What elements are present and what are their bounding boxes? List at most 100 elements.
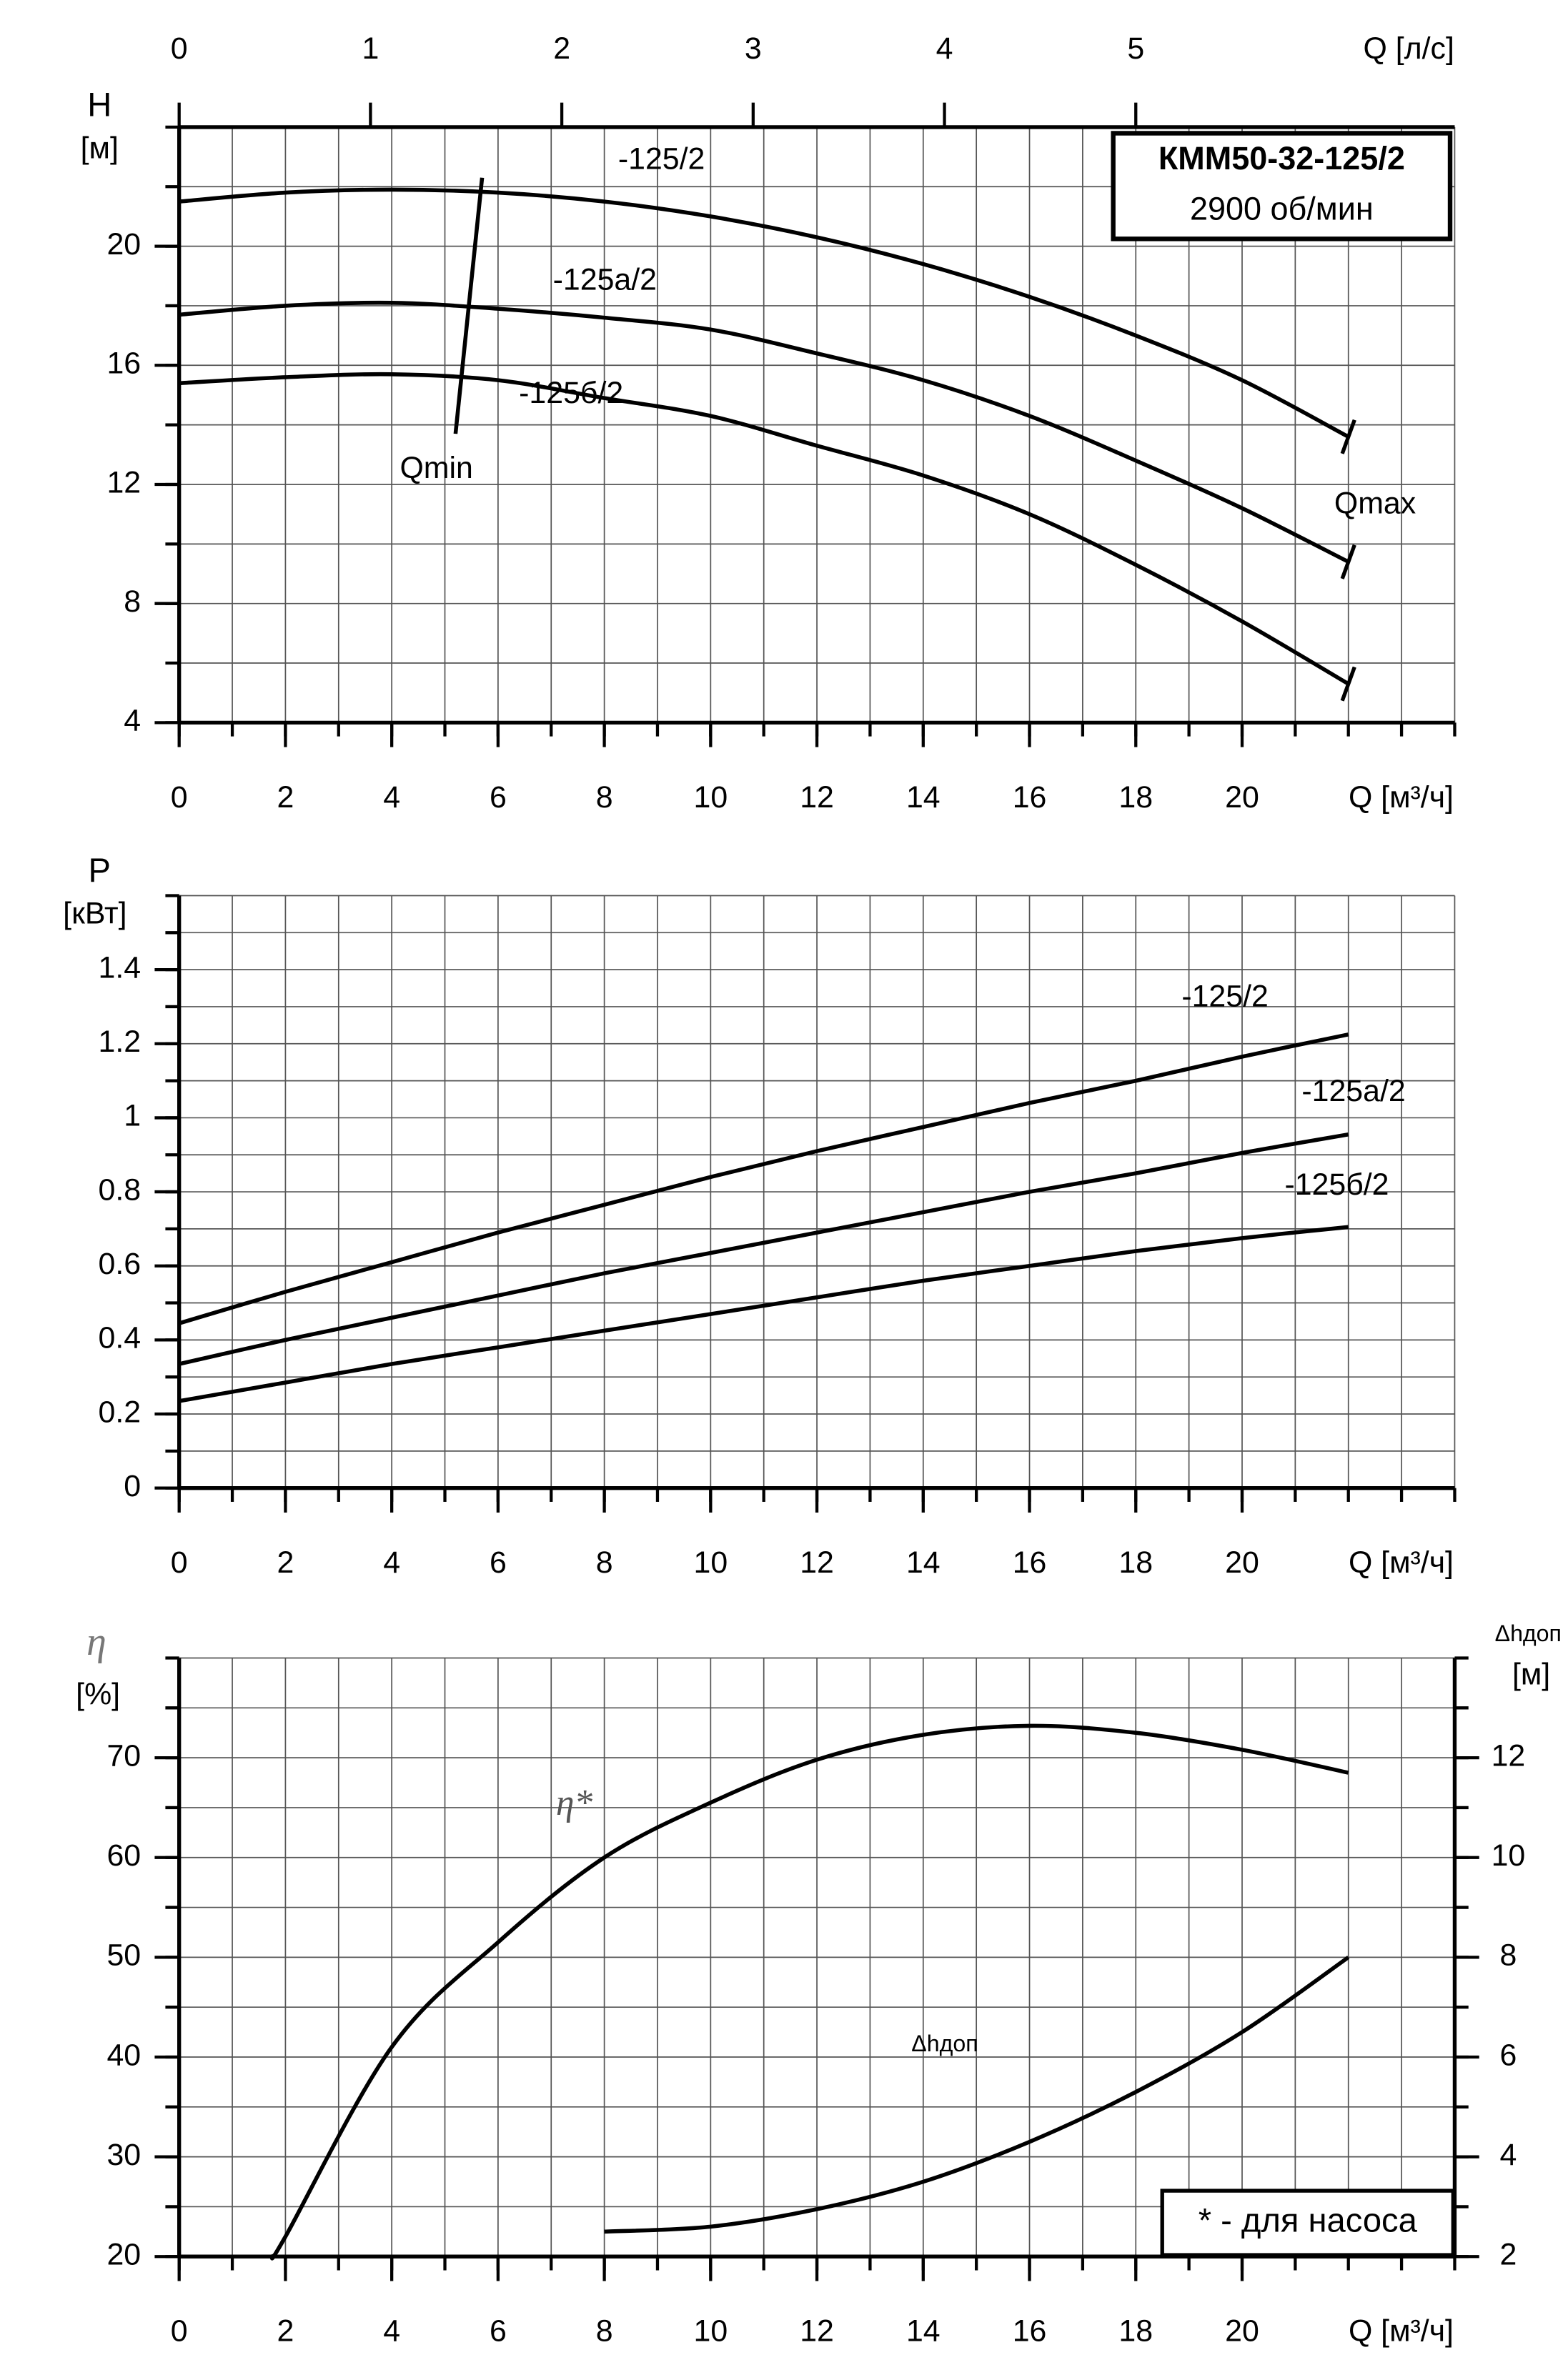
x-tick-label: 4: [383, 1545, 400, 1580]
y-tick-label: 0.2: [99, 1395, 142, 1429]
y-tick-label: 70: [106, 1738, 141, 1773]
x-tick-label: 18: [1118, 1545, 1153, 1580]
x-tick-label: 6: [490, 780, 507, 815]
x-tick-label: 14: [906, 2314, 941, 2349]
y-axis-label: η: [86, 1620, 106, 1664]
note: * - для насоса: [1199, 2201, 1418, 2239]
series-label: -125б/2: [1284, 1167, 1389, 1202]
x-tick-label: 10: [694, 2314, 728, 2349]
curve: [604, 1956, 1350, 2234]
y-tick-label: 50: [106, 1938, 141, 1973]
x-tick-label: 10: [694, 780, 728, 815]
curve: [179, 187, 1350, 439]
x-tick-label: 20: [1225, 1545, 1259, 1580]
x2-tick-label: 3: [745, 31, 762, 66]
y2-tick-label: 2: [1500, 2238, 1517, 2272]
x2-tick-label: 0: [171, 31, 188, 66]
qmax-tick: [1340, 544, 1356, 579]
series-label: -125а/2: [1301, 1074, 1405, 1108]
curve: [179, 300, 1349, 564]
curve: [179, 1225, 1349, 1403]
qmax-tick: [1340, 666, 1356, 702]
y2-tick-label: 10: [1492, 1838, 1526, 1873]
x-tick-label: 0: [171, 1545, 188, 1580]
series-label: -125б/2: [519, 376, 623, 410]
x-tick-label: 0: [171, 780, 188, 815]
note-box: [1160, 2189, 1455, 2257]
y-tick-label: 20: [106, 2238, 141, 2272]
x-tick-label: 8: [596, 1545, 613, 1580]
x-tick-label: 12: [800, 2314, 834, 2349]
y-tick-label: 0.6: [99, 1247, 142, 1281]
y2-axis-label: Δhдоп: [1495, 1620, 1562, 1646]
x2-tick-label: 5: [1127, 31, 1144, 66]
curve: [178, 1032, 1349, 1325]
y-tick-label: 4: [124, 704, 141, 738]
x2-axis-label: Q [л/с]: [1363, 31, 1454, 66]
y-axis-unit: [м]: [81, 131, 119, 165]
y-tick-label: 60: [106, 1838, 141, 1873]
y2-tick-label: 6: [1500, 2038, 1517, 2072]
y-tick-label: 1.2: [99, 1025, 142, 1059]
y-tick-label: 12: [106, 465, 141, 499]
series-label: η*: [556, 1783, 593, 1823]
series-label: -125/2: [1181, 979, 1268, 1013]
x-tick-label: 2: [277, 2314, 294, 2349]
y2-tick-label: 4: [1500, 2138, 1517, 2172]
x2-tick-label: 2: [553, 31, 570, 66]
x2-tick-label: 4: [936, 31, 953, 66]
y-tick-label: 40: [106, 2038, 141, 2072]
y-tick-label: 16: [106, 347, 141, 381]
x-tick-label: 20: [1225, 2314, 1259, 2349]
curve: [179, 1132, 1349, 1366]
qmax-label: Qmax: [1334, 486, 1416, 520]
y-axis-unit: [кВт]: [63, 897, 126, 931]
y-tick-label: 1: [124, 1099, 141, 1133]
chart-title: КММ50-32-125/2: [1158, 140, 1405, 176]
y-tick-label: 20: [106, 227, 141, 262]
x-tick-label: 14: [906, 780, 941, 815]
y-axis-label: H: [87, 86, 111, 124]
y-tick-label: 0: [124, 1469, 141, 1503]
qmax-tick: [1340, 419, 1356, 454]
curve: [453, 177, 485, 434]
x-tick-label: 10: [694, 1545, 728, 1580]
x-tick-label: 0: [171, 2314, 188, 2349]
x-tick-label: 16: [1013, 1545, 1047, 1580]
y-tick-label: 30: [106, 2138, 141, 2172]
y-tick-label: 0.8: [99, 1172, 142, 1207]
x-tick-label: 8: [596, 780, 613, 815]
series-label: Δhдоп: [911, 2031, 978, 2056]
x-tick-label: 18: [1118, 2314, 1153, 2349]
x-tick-label: 16: [1013, 2314, 1047, 2349]
y2-tick-label: 12: [1492, 1738, 1526, 1773]
x2-tick-label: 1: [362, 31, 379, 66]
y-tick-label: 1.4: [99, 950, 142, 985]
x-axis-label: Q [м³/ч]: [1349, 1545, 1454, 1580]
x-tick-label: 4: [383, 2314, 400, 2349]
x-tick-label: 6: [490, 2314, 507, 2349]
x-tick-label: 12: [800, 1545, 834, 1580]
y-tick-label: 8: [124, 584, 141, 619]
x-tick-label: 18: [1118, 780, 1153, 815]
x-axis-label: Q [м³/ч]: [1349, 780, 1454, 815]
x-tick-label: 6: [490, 1545, 507, 1580]
x-tick-label: 2: [277, 780, 294, 815]
x-tick-label: 12: [800, 780, 834, 815]
curve: [269, 1723, 1349, 2261]
curve: [179, 372, 1350, 686]
chart-subtitle: 2900 об/мин: [1190, 191, 1374, 227]
x-tick-label: 16: [1013, 780, 1047, 815]
x-tick-label: 8: [596, 2314, 613, 2349]
x-tick-label: 4: [383, 780, 400, 815]
series-label: -125/2: [618, 141, 705, 176]
y-axis-label: P: [89, 851, 111, 889]
y-tick-label: 0.4: [99, 1321, 142, 1355]
x-tick-label: 20: [1225, 780, 1259, 815]
series-label: -125а/2: [553, 263, 657, 297]
x-axis-label: Q [м³/ч]: [1349, 2314, 1454, 2349]
y-axis-unit: [%]: [76, 1677, 120, 1711]
y2-tick-label: 8: [1500, 1938, 1517, 1973]
